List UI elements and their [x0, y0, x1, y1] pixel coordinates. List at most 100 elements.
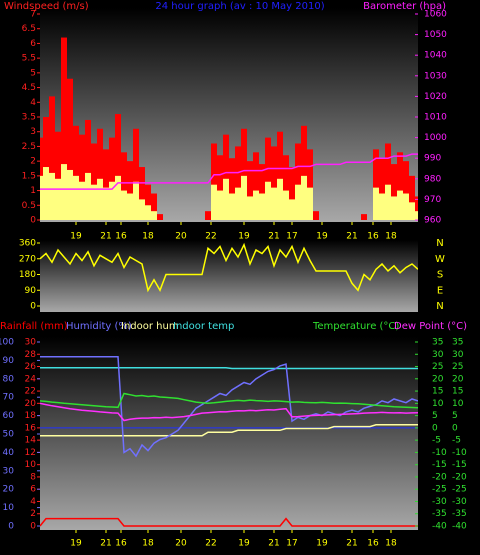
bar	[403, 193, 409, 220]
y-tick-label: 15	[432, 387, 443, 397]
y-tick-label: 12	[25, 448, 36, 458]
bar	[139, 199, 145, 220]
bar	[133, 128, 139, 220]
y-tick-label: 1.5	[22, 171, 36, 181]
y-tick-label: 6.5	[22, 24, 36, 34]
bar	[67, 78, 73, 220]
y-tick-label: 0	[452, 423, 458, 433]
chart-title: 24 hour graph (av : 10 May 2010)	[155, 1, 324, 12]
y-tick-label: 960	[424, 216, 441, 226]
x-tick-label: 17	[286, 539, 297, 549]
y-tick-label: 970	[424, 195, 441, 205]
y-tick-label: 4	[30, 497, 36, 507]
y-tick-label: 5	[432, 411, 438, 421]
plot-area	[40, 242, 418, 293]
bar	[127, 161, 133, 220]
y-tick-label: -40	[432, 522, 447, 532]
bar	[283, 190, 289, 220]
y-tick-label: 35	[452, 338, 463, 348]
x-tick-label: 21	[100, 232, 111, 242]
bar	[91, 184, 97, 220]
bar	[385, 184, 391, 220]
y-tick-label: -25	[432, 485, 447, 495]
y-tick-label: 25	[432, 362, 443, 372]
bar	[307, 149, 313, 220]
y-tick-label: 28	[25, 350, 37, 360]
line	[40, 153, 418, 190]
y-tick-label: 2	[30, 157, 36, 167]
bar	[277, 131, 283, 220]
y-tick-label: 1010	[424, 113, 447, 123]
y-tick-label: 20	[432, 374, 444, 384]
bar	[235, 187, 241, 220]
y-tick-label: 360	[19, 239, 36, 249]
bar	[205, 211, 211, 220]
y-tick-label: 0.5	[22, 201, 36, 211]
bar	[211, 143, 217, 220]
y-tick-label: 5.5	[22, 54, 36, 64]
bar	[229, 158, 235, 220]
y-tick-label: 0	[30, 216, 36, 226]
bar	[127, 193, 133, 220]
bar	[259, 164, 265, 220]
bar	[253, 152, 259, 220]
compass-label: N	[436, 301, 443, 312]
bar	[235, 146, 241, 220]
y-tick-label: 270	[19, 254, 36, 264]
bar	[283, 155, 289, 220]
bar	[301, 125, 307, 220]
y-tick-label: -35	[452, 509, 467, 519]
bar	[40, 175, 43, 220]
line	[40, 517, 418, 527]
bar	[109, 181, 115, 220]
bar	[397, 152, 403, 220]
x-tick-label: 19	[70, 232, 82, 242]
y-tick-label: 2.5	[22, 142, 36, 152]
bar	[121, 152, 127, 220]
y-tick-label: 990	[424, 154, 441, 164]
bar	[247, 161, 253, 220]
x-tick-label: 21	[346, 232, 357, 242]
y-tick-label: 1000	[424, 133, 447, 143]
legend-entry: Temperature (°C)	[312, 321, 399, 332]
y-tick-label: 50	[3, 430, 15, 440]
bar	[379, 193, 385, 220]
bar	[211, 184, 217, 220]
bar	[289, 167, 295, 220]
bar	[133, 181, 139, 220]
plot-area	[40, 355, 418, 527]
y-tick-label: -10	[452, 448, 467, 458]
x-tick-label: 18	[385, 232, 397, 242]
bar	[409, 202, 415, 220]
bar	[49, 96, 55, 220]
plot-background	[40, 240, 418, 312]
x-tick-label: 19	[316, 232, 328, 242]
y-tick-label: 6	[30, 485, 36, 495]
y-tick-label: 15	[452, 387, 463, 397]
bar	[151, 193, 157, 220]
bar	[295, 143, 301, 220]
y-tick-label: 18	[25, 411, 37, 421]
legend-entry: Rainfall (mm)	[0, 321, 68, 332]
line	[40, 424, 418, 437]
bar	[103, 149, 109, 220]
y-tick-label: 90	[25, 286, 37, 296]
line	[40, 402, 418, 422]
bar	[85, 119, 91, 220]
y-tick-label: 8	[30, 472, 36, 482]
bar	[415, 196, 418, 220]
bar	[151, 211, 157, 220]
y-tick-label: -30	[432, 497, 447, 507]
bar	[415, 211, 418, 220]
bar	[313, 211, 319, 220]
y-tick-label: -25	[452, 485, 467, 495]
bar	[103, 187, 109, 220]
y-tick-label: 90	[3, 356, 15, 366]
y-tick-label: 0	[30, 302, 36, 312]
y-tick-label: 22	[25, 387, 36, 397]
y-tick-label: -5	[432, 436, 441, 446]
x-tick-label: 16	[367, 539, 379, 549]
y-tick-label: 10	[452, 399, 464, 409]
axis-title: Barometer (hpa)	[363, 1, 446, 12]
